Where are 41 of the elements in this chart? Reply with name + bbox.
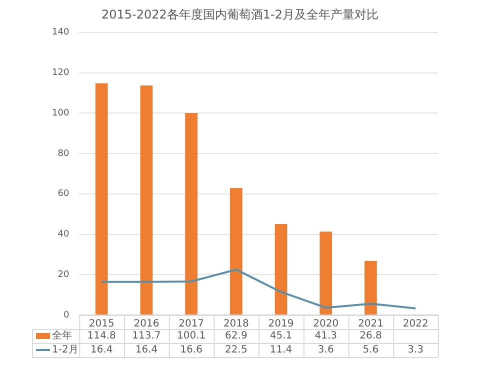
data-label: 26.8 [360,330,382,342]
data-label: 3.6 [318,344,334,356]
legend-label: 全年 [52,330,72,342]
y-tick-label: 120 [52,68,70,78]
data-label: 16.4 [135,344,158,356]
y-tick-label: 0 [63,310,70,320]
data-label: 114.8 [87,330,116,342]
bar [140,85,153,314]
data-label: 100.1 [176,330,206,342]
data-label: 11.4 [270,344,292,356]
x-tick-label: 2017 [178,318,204,330]
x-tick-label: 2018 [223,318,249,330]
x-tick-label: 2020 [313,318,339,330]
x-tick-label: 2021 [358,318,384,330]
y-tick-label: 80 [58,148,70,159]
data-label: 113.7 [132,330,161,342]
y-tick-label: 140 [52,28,70,38]
data-label: 62.9 [225,330,248,342]
x-tick-label: 2019 [268,318,294,330]
data-label: 45.1 [270,330,292,342]
bar [274,224,288,314]
bar [185,112,198,314]
bar [364,260,377,314]
data-label: 16.6 [180,344,202,356]
x-tick-label: 2016 [134,318,160,330]
data-label: 3.3 [408,344,424,356]
chart-title: 2015-2022各年度国内葡萄酒1-2月及全年产量对比 [101,7,379,22]
y-tick-label: 20 [58,270,70,280]
data-label: 22.5 [225,344,248,356]
data-label: 41.3 [314,330,337,342]
y-tick-label: 60 [58,189,70,200]
data-label: 5.6 [362,344,379,356]
bar [95,83,108,314]
y-tick-label: 100 [52,108,70,118]
legend-label: 1-2月 [52,344,78,356]
y-tick-label: 40 [58,230,70,240]
x-tick-label: 2022 [402,318,428,330]
bar [320,232,332,314]
bar [230,188,242,314]
x-tick-label: 2015 [88,318,114,330]
data-label: 16.4 [90,344,113,356]
